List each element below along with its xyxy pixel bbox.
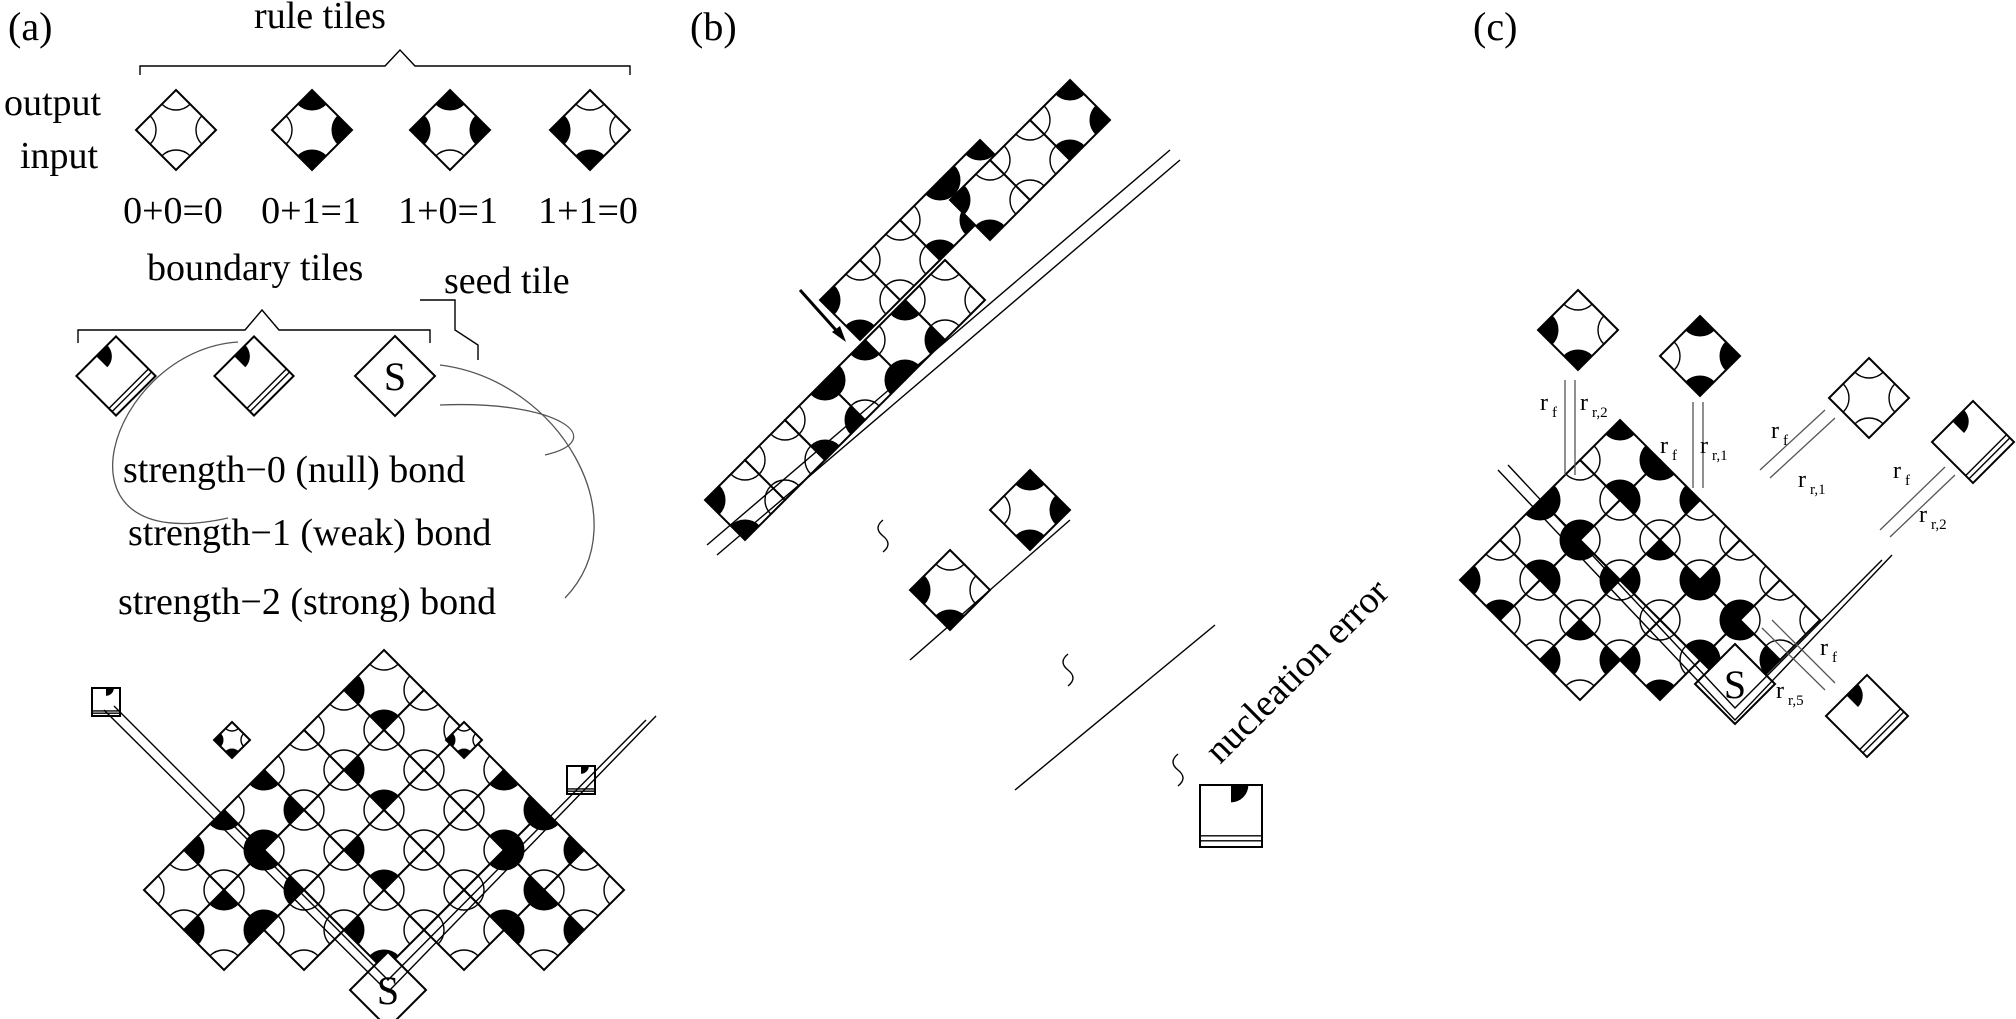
rate-label-4r: r r,2 xyxy=(1919,502,1947,533)
fragment-b-tile xyxy=(908,548,992,632)
svg-text:r: r xyxy=(1771,418,1779,444)
svg-text:f: f xyxy=(1832,650,1837,666)
free-rule-tile-1 xyxy=(1536,288,1620,372)
assembly-a-tile xyxy=(182,888,266,972)
boundary-tile-right xyxy=(212,334,296,418)
svg-text:f: f xyxy=(1905,473,1910,489)
svg-text:r: r xyxy=(1580,390,1588,416)
rule-tile-small-left xyxy=(212,720,252,760)
boundary-tile-small-left xyxy=(91,687,121,717)
svg-text:f: f xyxy=(1552,405,1557,421)
svg-text:S: S xyxy=(384,354,406,399)
svg-text:r,1: r,1 xyxy=(1810,482,1826,498)
rate-label-5r: r r,5 xyxy=(1776,678,1804,709)
svg-text:f: f xyxy=(1783,433,1788,449)
tile-layer: S S S xyxy=(74,78,2016,1019)
boundary-tiles-label: boundary tiles xyxy=(147,247,363,289)
svg-text:S: S xyxy=(377,968,399,1013)
svg-text:r: r xyxy=(1820,635,1828,661)
panel-label-a: (a) xyxy=(8,4,52,49)
boundary-tile-left xyxy=(74,334,158,418)
nucleation-error-label: nucleation error xyxy=(1197,571,1398,772)
svg-text:r,5: r,5 xyxy=(1788,693,1804,709)
rate-label-1r: r r,2 xyxy=(1580,390,1608,421)
rule-tile-3 xyxy=(408,88,492,172)
rate-label-2r: r r,1 xyxy=(1700,433,1728,464)
assembly-a-tile xyxy=(262,888,346,972)
rule-tiles-label: rule tiles xyxy=(254,0,386,37)
free-boundary-tile-bottom xyxy=(1824,673,1910,759)
line-layer xyxy=(77,48,1956,993)
free-rule-tile-3 xyxy=(1827,356,1911,440)
free-rule-tile-2 xyxy=(1658,314,1742,398)
svg-text:S: S xyxy=(1724,662,1746,707)
assembly-a-tile xyxy=(422,888,506,972)
svg-text:r: r xyxy=(1660,433,1668,459)
svg-text:r: r xyxy=(1700,433,1708,459)
assembly-a-seed: S xyxy=(348,950,428,1019)
free-boundary-tile-right xyxy=(1930,399,2016,485)
fragment-b-tile xyxy=(988,468,1072,552)
rule-label-3: 1+0=1 xyxy=(398,190,498,232)
assembly-c-seed: S xyxy=(1693,642,1777,726)
assembly-a-tile xyxy=(342,888,426,972)
assembly-b-tile xyxy=(1028,78,1112,162)
svg-text:f: f xyxy=(1672,448,1677,464)
rule-tile-1 xyxy=(134,88,218,172)
svg-text:r,1: r,1 xyxy=(1712,448,1728,464)
svg-text:r,2: r,2 xyxy=(1592,405,1608,421)
rule-label-2: 0+1=1 xyxy=(261,190,361,232)
bond-strong-label: strength−2 (strong) bond xyxy=(118,581,496,623)
input-label: input xyxy=(20,135,99,177)
panel-label-b: (b) xyxy=(690,4,737,49)
fragment-b-single xyxy=(1199,784,1263,848)
seed-tile: S xyxy=(353,334,437,418)
svg-text:r: r xyxy=(1540,390,1548,416)
output-label: output xyxy=(4,82,102,124)
panel-label-c: (c) xyxy=(1473,4,1517,49)
svg-text:r,2: r,2 xyxy=(1931,517,1947,533)
rule-tile-2 xyxy=(270,88,354,172)
rule-label-4: 1+1=0 xyxy=(538,190,638,232)
svg-text:r: r xyxy=(1919,502,1927,528)
boundary-tile-small-right xyxy=(566,765,596,795)
rule-tile-small-right xyxy=(444,720,484,760)
assembly-b-tile xyxy=(903,258,987,342)
svg-text:r: r xyxy=(1798,467,1806,493)
rule-label-1: 0+0=0 xyxy=(123,190,223,232)
svg-text:r: r xyxy=(1776,678,1784,704)
bond-null-label: strength−0 (null) bond xyxy=(123,449,465,491)
seed-tile-label: seed tile xyxy=(444,260,570,302)
svg-text:r: r xyxy=(1893,458,1901,484)
bond-weak-label: strength−1 (weak) bond xyxy=(128,512,491,554)
assembly-c-tile xyxy=(1618,618,1702,702)
assembly-a-tile xyxy=(502,888,586,972)
rate-label-3r: r r,1 xyxy=(1798,467,1826,498)
rule-tile-4 xyxy=(548,88,632,172)
assembly-c-tile xyxy=(1538,618,1622,702)
